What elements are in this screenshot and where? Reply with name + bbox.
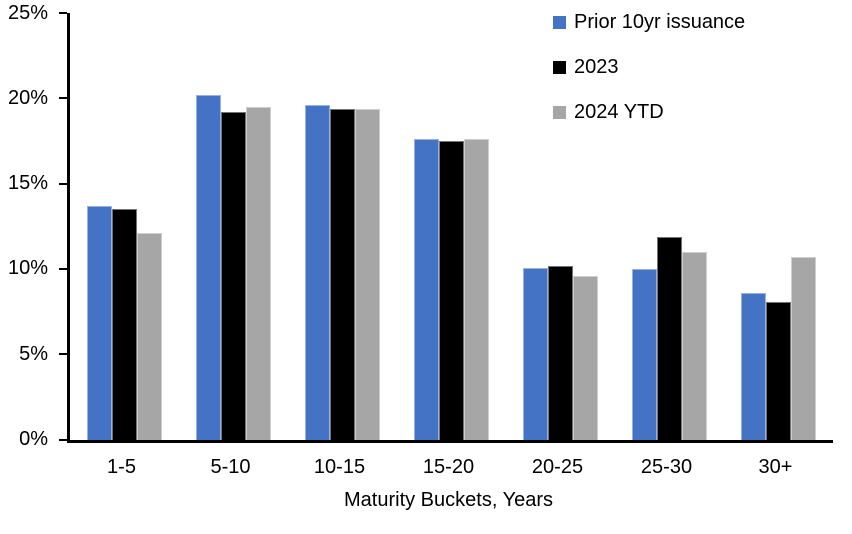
y-axis-tick-mark <box>59 97 67 100</box>
x-axis-labels: 1-5 5-10 10-15 15-20 20-25 25-30 30+ <box>67 456 830 479</box>
bar-2023-1-5 <box>112 209 137 440</box>
y-axis-tick-mark <box>59 353 67 356</box>
bar-prior-10yr-issuance-20-25 <box>523 267 548 440</box>
y-axis-tick-label: 25% <box>7 1 48 24</box>
bar-2024-ytd-5-10 <box>246 106 271 440</box>
legend-item: 2023 <box>553 56 745 79</box>
y-axis-tick-mark <box>59 12 67 14</box>
bar-prior-10yr-issuance-1-5 <box>87 206 112 440</box>
bar-group-5-10 <box>179 13 288 440</box>
y-axis-tick-mark <box>59 438 67 441</box>
bar-prior-10yr-issuance-30+ <box>741 293 766 440</box>
x-axis-tick-label: 15-20 <box>422 456 475 478</box>
y-axis-tick-mark <box>59 267 67 270</box>
bar-2024-ytd-15-20 <box>464 139 489 440</box>
bar-group-20-25 <box>506 13 615 440</box>
bar-2023-10-15 <box>330 108 355 440</box>
legend-item: 2024 YTD <box>553 101 745 124</box>
y-axis-tick-mark <box>59 182 67 185</box>
bar-group-30+ <box>724 13 833 440</box>
bar-2024-ytd-1-5 <box>137 233 162 440</box>
x-axis-tick-label: 25-30 <box>640 456 693 478</box>
bar-group-25-30 <box>615 13 724 440</box>
bar-2023-15-20 <box>439 141 464 440</box>
x-axis-tick-label: 20-25 <box>531 456 584 478</box>
bar-2024-ytd-10-15 <box>355 108 380 440</box>
bar-2023-30+ <box>766 301 791 440</box>
bar-group-1-5 <box>70 13 179 440</box>
legend-label: 2023 <box>574 56 619 78</box>
legend-item: Prior 10yr issuance <box>553 11 745 34</box>
y-axis-tick-label: 10% <box>7 257 48 280</box>
bar-prior-10yr-issuance-10-15 <box>305 105 330 440</box>
x-axis-title: Maturity Buckets, Years <box>344 489 553 511</box>
plot-area <box>67 13 833 443</box>
bar-2024-ytd-20-25 <box>573 276 598 440</box>
bar-prior-10yr-issuance-5-10 <box>196 94 221 440</box>
bar-prior-10yr-issuance-15-20 <box>414 139 439 440</box>
legend-swatch <box>553 16 566 29</box>
bar-group-10-15 <box>288 13 397 440</box>
y-axis-tick-label: 15% <box>7 172 48 195</box>
bar-2023-20-25 <box>548 265 573 440</box>
y-axis-tick-label: 0% <box>19 428 48 450</box>
legend-label: 2024 YTD <box>574 101 664 123</box>
bar-2023-5-10 <box>221 112 246 440</box>
y-axis-tick-label: 20% <box>7 86 48 109</box>
legend-label: Prior 10yr issuance <box>574 11 746 33</box>
chart-legend: Prior 10yr issuance 2023 2024 YTD <box>553 11 745 124</box>
legend-swatch <box>553 106 566 119</box>
x-axis-tick-label: 1-5 <box>107 456 136 478</box>
x-axis-tick-label: 30+ <box>758 456 793 478</box>
bar-prior-10yr-issuance-25-30 <box>632 269 657 440</box>
bar-group-15-20 <box>397 13 506 440</box>
plot-groups <box>70 13 833 440</box>
x-axis-tick-label: 5-10 <box>210 456 251 478</box>
bar-2023-25-30 <box>657 236 682 440</box>
y-axis-tick-label: 5% <box>19 342 48 365</box>
x-axis-tick-label: 10-15 <box>313 456 366 478</box>
bar-2024-ytd-25-30 <box>682 252 707 440</box>
legend-swatch <box>553 61 566 74</box>
bar-2024-ytd-30+ <box>791 257 816 440</box>
